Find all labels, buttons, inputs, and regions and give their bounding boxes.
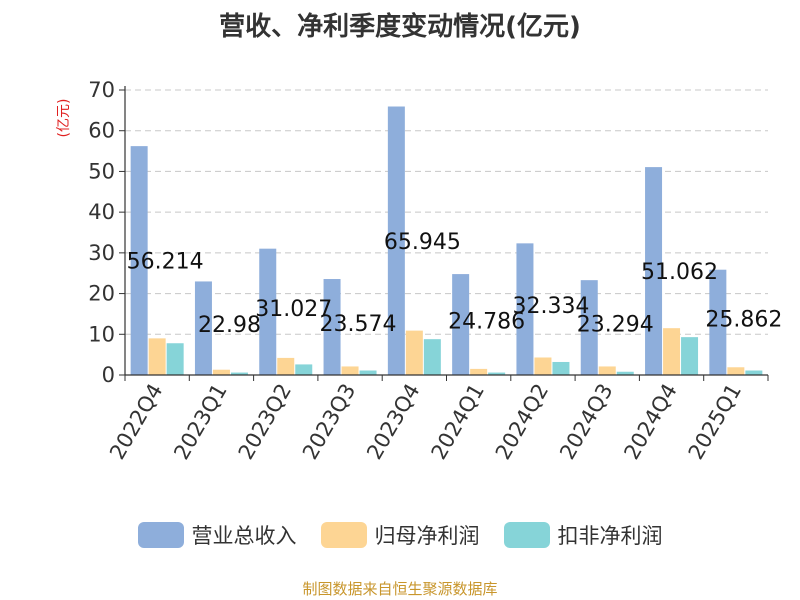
bar-net-profit (148, 338, 166, 375)
x-tick-label: 2024Q2 (491, 380, 553, 464)
data-label: 24.786 (448, 310, 525, 335)
y-tick-label: 40 (88, 200, 115, 224)
y-tick-label: 70 (88, 78, 115, 102)
bar-revenue (452, 274, 470, 375)
bar-deducted-net-profit (359, 370, 377, 375)
data-label: 22.98 (198, 313, 261, 338)
legend-label: 营业总收入 (191, 524, 297, 548)
data-label: 65.945 (384, 230, 461, 255)
bar-revenue (387, 106, 405, 375)
legend-swatch (137, 522, 184, 548)
bar-net-profit (212, 369, 230, 375)
bar-net-profit (405, 330, 423, 375)
data-label: 23.294 (577, 313, 654, 338)
bars (130, 106, 763, 375)
bar-deducted-net-profit (681, 337, 699, 375)
y-tick-label: 50 (88, 159, 115, 183)
data-label: 23.574 (320, 312, 397, 337)
bar-revenue (323, 279, 341, 375)
bar-deducted-net-profit (552, 361, 570, 375)
bar-net-profit (470, 368, 488, 375)
data-label: 31.027 (255, 297, 332, 322)
x-tick-label: 2025Q1 (684, 380, 746, 464)
x-tick-label: 2024Q4 (619, 380, 681, 464)
bar-revenue (130, 146, 148, 375)
y-tick-label: 30 (88, 241, 115, 265)
gridlines (125, 89, 768, 335)
bar-net-profit (341, 366, 359, 375)
x-tick-label: 2023Q2 (234, 380, 296, 464)
source-note: 制图数据来自恒生聚源数据库 (302, 580, 498, 598)
bar-revenue (194, 281, 212, 375)
bar-net-profit (277, 357, 295, 375)
bar-deducted-net-profit (423, 339, 441, 375)
bar-revenue (645, 167, 663, 375)
data-label: 56.214 (127, 250, 204, 275)
legend-label: 扣非净利润 (557, 524, 663, 548)
bar-deducted-net-profit (616, 371, 634, 375)
bar-revenue (259, 248, 277, 375)
legend-swatch (503, 522, 550, 548)
x-tick-label: 2024Q1 (427, 380, 489, 464)
bar-revenue (516, 243, 534, 375)
legend-label: 归母净利润 (374, 524, 480, 548)
legend-swatch (320, 522, 367, 548)
legend-item[interactable]: 扣非净利润 (503, 520, 663, 550)
bar-revenue (580, 280, 598, 375)
x-tick-label: 2023Q3 (298, 380, 360, 464)
y-tick-label: 60 (88, 119, 115, 143)
x-tick-label: 2024Q3 (555, 380, 617, 464)
x-tick-label: 2022Q4 (105, 380, 167, 464)
y-axis-label: (亿元) (56, 99, 72, 138)
legend-item[interactable]: 归母净利润 (320, 520, 480, 550)
bar-deducted-net-profit (295, 364, 313, 375)
bar-deducted-net-profit (745, 370, 763, 375)
legend: 营业总收入 归母净利润 扣非净利润 (0, 518, 800, 552)
bar-net-profit (727, 367, 745, 375)
y-tick-label: 10 (88, 322, 115, 346)
x-tick-label: 2023Q1 (169, 380, 231, 464)
bar-deducted-net-profit (230, 372, 248, 375)
x-tick-label: 2023Q4 (362, 380, 424, 464)
bar-deducted-net-profit (488, 372, 506, 375)
data-label: 32.334 (512, 294, 589, 319)
data-label: 25.862 (705, 307, 782, 332)
y-tick-label: 20 (88, 282, 115, 306)
bar-revenue (709, 269, 727, 375)
chart-title: 营收、净利季度变动情况(亿元) (219, 12, 581, 42)
legend-item[interactable]: 营业总收入 (137, 520, 297, 550)
y-tick-label: 0 (102, 363, 115, 387)
bar-net-profit (534, 357, 552, 375)
bar-net-profit (663, 328, 681, 375)
bar-deducted-net-profit (166, 343, 184, 375)
bar-net-profit (598, 366, 616, 375)
data-label: 51.062 (641, 260, 718, 285)
